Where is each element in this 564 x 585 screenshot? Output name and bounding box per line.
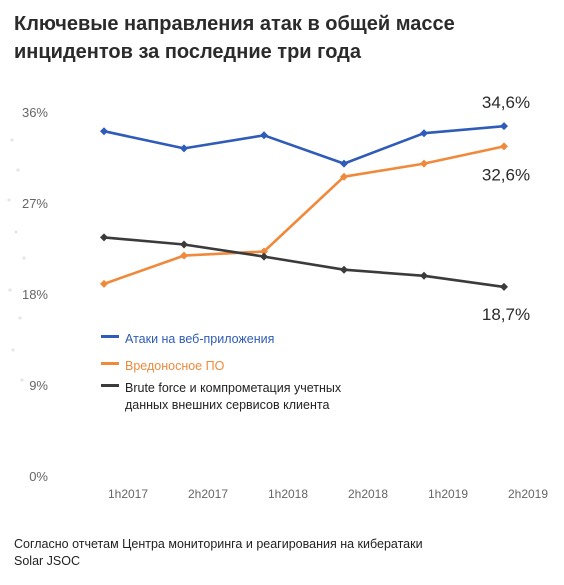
decor-dot-3 bbox=[14, 230, 18, 234]
source-line-1: Согласно отчетам Центра мониторинга и ре… bbox=[14, 537, 423, 551]
series-1-point-4 bbox=[420, 159, 428, 168]
decor-dot-1 bbox=[16, 168, 20, 172]
series-1-point-3 bbox=[340, 172, 348, 181]
decor-dot-6 bbox=[18, 316, 22, 320]
series-0-point-2 bbox=[260, 131, 268, 140]
y-tick-label-2: 18% bbox=[22, 287, 48, 302]
series-line-1 bbox=[102, 145, 506, 286]
series-0-point-5 bbox=[500, 122, 508, 131]
series-0-point-3 bbox=[340, 159, 348, 168]
y-tick-label-0: 0% bbox=[29, 469, 48, 484]
source-line-2: Solar JSOC bbox=[14, 554, 80, 568]
x-tick-label-2: 1h2018 bbox=[268, 487, 308, 501]
series-2-point-3 bbox=[340, 265, 348, 274]
series-1-point-5 bbox=[500, 142, 508, 151]
end-label-0: 34,6% bbox=[482, 93, 530, 112]
decor-dot-7 bbox=[11, 348, 15, 352]
source-note: Согласно отчетам Центра мониторинга и ре… bbox=[14, 536, 554, 570]
y-tick-label-3: 27% bbox=[22, 196, 48, 211]
legend-swatch-0 bbox=[101, 335, 119, 338]
y-tick-label-4: 36% bbox=[22, 105, 48, 120]
chart-title-line-2: инцидентов за последние три года bbox=[14, 41, 361, 63]
legend-label-2-line-1: данных внешних сервисов клиента bbox=[125, 398, 329, 412]
decor-dot-4 bbox=[22, 256, 26, 260]
series-2-point-5 bbox=[500, 282, 508, 291]
y-tick-label-1: 9% bbox=[29, 378, 48, 393]
legend-label-2-line-0: Brute force и компрометация учетных bbox=[125, 381, 342, 395]
series-0-point-1 bbox=[180, 144, 188, 153]
decor-dot-0 bbox=[10, 138, 14, 142]
chart-title-line-1: Ключевые направления атак в общей массе bbox=[14, 13, 455, 35]
legend-swatch-1 bbox=[101, 362, 119, 365]
x-tick-label-3: 2h2018 bbox=[348, 487, 388, 501]
legend-label-1: Вредоносное ПО bbox=[125, 359, 225, 373]
series-line-2 bbox=[102, 236, 506, 289]
x-tick-label-1: 2h2017 bbox=[188, 487, 228, 501]
decor-dot-5 bbox=[8, 288, 12, 292]
series-0-point-4 bbox=[420, 129, 428, 138]
series-2-point-2 bbox=[260, 252, 268, 261]
legend-label-0: Атаки на веб-приложения bbox=[125, 332, 274, 346]
x-tick-label-0: 1h2017 bbox=[108, 487, 148, 501]
series-2-point-4 bbox=[420, 271, 428, 280]
series-1-point-0 bbox=[100, 279, 108, 288]
end-label-2: 18,7% bbox=[482, 305, 530, 324]
series-1-point-1 bbox=[180, 251, 188, 260]
series-0-point-0 bbox=[100, 127, 108, 136]
series-2-point-1 bbox=[180, 240, 188, 249]
series-line-0 bbox=[102, 124, 506, 165]
chart-title: Ключевые направления атак в общей массе … bbox=[14, 10, 554, 66]
decor-dot-2 bbox=[7, 198, 11, 202]
x-tick-label-5: 2h2019 bbox=[508, 487, 548, 501]
x-tick-label-4: 1h2019 bbox=[428, 487, 468, 501]
series-1-point-2 bbox=[260, 247, 268, 256]
end-label-1: 32,6% bbox=[482, 165, 530, 184]
series-2-point-0 bbox=[100, 233, 108, 242]
decor-dot-8 bbox=[20, 378, 24, 382]
legend-swatch-2 bbox=[101, 384, 119, 387]
